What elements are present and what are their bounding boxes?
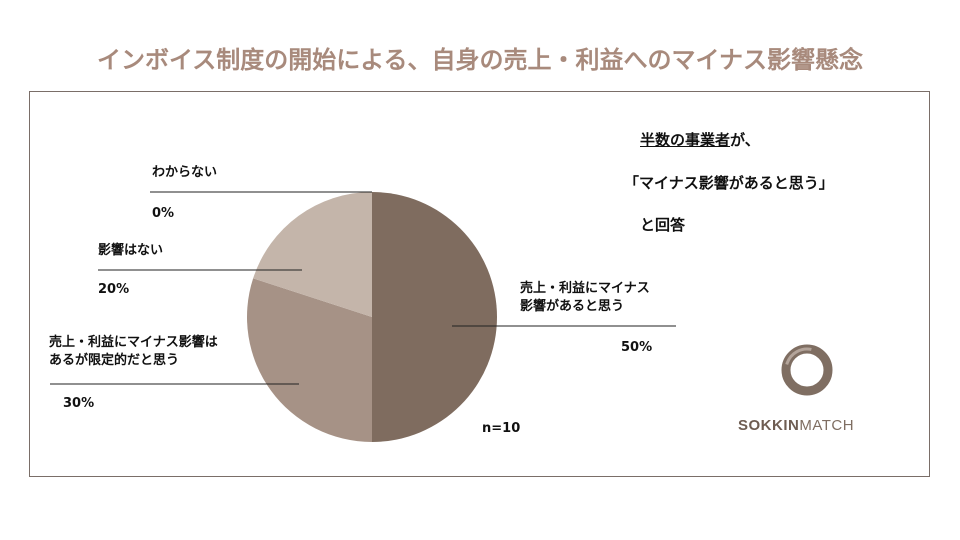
slice-negative — [372, 192, 497, 442]
callout-underlined: 半数の事業者 — [640, 131, 731, 149]
callout-line1: 半数の事業者が、 — [640, 129, 760, 150]
slice-value-none: 20% — [98, 282, 130, 297]
chart-frame — [29, 91, 930, 477]
slice-label-unknown: わからない — [152, 165, 218, 180]
sample-size-label: n=10 — [482, 421, 521, 436]
chart-title: インボイス制度の開始による、自身の売上・利益へのマイナス影響懸念 — [96, 46, 864, 74]
callout-line2: 「マイナス影響があると思う」 — [624, 174, 834, 192]
logo-ring-icon — [781, 344, 833, 396]
slice-value-negative: 50% — [621, 340, 653, 355]
slice-value-limited: 30% — [63, 396, 95, 411]
slice-label-none: 影響はない — [98, 243, 164, 258]
slice-value-unknown: 0% — [152, 206, 175, 221]
logo-wordmark: SOKKINMATCH — [738, 417, 855, 434]
slice-label-limited: 売上・利益にマイナス影響は あるが限定的だと思う — [49, 335, 218, 368]
slice-none — [253, 192, 372, 317]
slice-label-negative: 売上・利益にマイナス 影響があると思う — [520, 281, 650, 314]
callout-line1-rest: が、 — [730, 131, 760, 149]
slice-limited — [246, 278, 372, 442]
callout-line3: と回答 — [640, 216, 686, 234]
